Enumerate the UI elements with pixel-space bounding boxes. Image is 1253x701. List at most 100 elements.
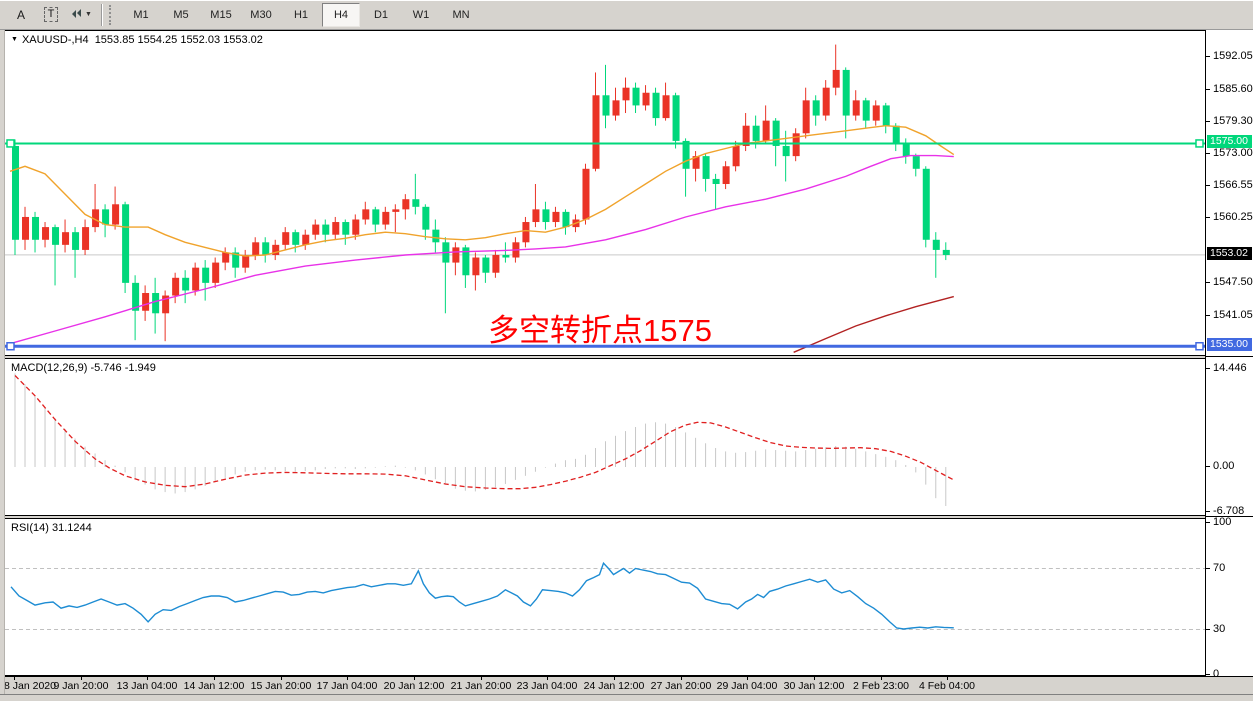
up-candle	[352, 219, 360, 235]
arrows-icon	[70, 7, 83, 23]
up-candle	[852, 100, 860, 116]
price-axis[interactable]: 1592.05 1585.60 1579.30 1573.00 1566.55 1560.…	[1205, 30, 1253, 680]
up-candle	[492, 254, 500, 273]
up-candle	[732, 145, 740, 167]
candlestick-canvas[interactable]	[5, 31, 1205, 355]
macd-canvas[interactable]	[5, 359, 1205, 515]
up-candle	[312, 224, 320, 235]
up-candle	[362, 209, 370, 220]
text-label-tool-button[interactable]: A	[7, 3, 35, 27]
down-candle	[412, 199, 420, 207]
down-candle	[422, 206, 430, 230]
date-tick	[881, 677, 882, 680]
timeframe-button-m5[interactable]: M5	[173, 8, 189, 21]
up-candle	[402, 199, 410, 210]
up-candle	[242, 254, 250, 268]
timeframe-button-d1[interactable]: D1	[373, 8, 389, 21]
up-candle	[612, 100, 620, 116]
line-endpoint-marker	[1195, 341, 1204, 351]
main-chart-pane[interactable]: ▼ XAUUSD-,H4 1553.85 1554.25 1552.03 1553…	[4, 30, 1205, 356]
chart-text-annotation[interactable]: 多空转折点1575	[488, 313, 712, 348]
down-candle	[462, 247, 470, 276]
down-candle	[862, 100, 870, 121]
down-candle	[902, 143, 910, 157]
rsi-axis-tick	[1206, 521, 1210, 523]
date-label: 23 Jan 04:00	[516, 680, 578, 692]
date-tick	[281, 677, 282, 680]
window-left-edge	[0, 30, 5, 694]
down-candle	[922, 168, 930, 240]
timeframe-button-mn[interactable]: MN	[452, 8, 470, 21]
down-candle	[482, 257, 490, 273]
price-axis-label: 1592.05	[1213, 50, 1253, 62]
window-bottom-edge	[0, 694, 1253, 701]
down-candle	[32, 216, 40, 240]
timeframe-button-m15[interactable]: M15	[210, 8, 232, 21]
rsi-label: RSI(14) 31.1244	[11, 522, 92, 534]
macd-label: MACD(12,26,9) -5.746 -1.949	[11, 362, 156, 374]
time-axis[interactable]: 8 Jan 2020 9 Jan 20:00 13 Jan 04:00 14 Jan …	[0, 676, 1253, 694]
up-candle	[642, 92, 650, 106]
up-candle	[282, 232, 290, 245]
down-candle	[702, 156, 710, 179]
up-candle	[142, 293, 150, 311]
down-candle	[932, 239, 940, 250]
date-tick	[481, 677, 482, 680]
macd-indicator-pane[interactable]: MACD(12,26,9) -5.746 -1.949	[4, 358, 1205, 516]
down-candle	[72, 232, 80, 250]
down-candle	[942, 249, 950, 255]
date-label: 29 Jan 04:00	[716, 680, 778, 692]
up-candle	[742, 125, 750, 146]
price-axis-tick	[1206, 88, 1210, 90]
rsi-canvas[interactable]	[5, 519, 1205, 675]
textbox-tool-label: T	[43, 7, 59, 22]
arrows-tool-dropdown-button[interactable]: ▼	[67, 3, 95, 27]
down-candle	[912, 156, 920, 169]
symbol-period-label: XAUUSD-,H4	[21, 34, 89, 46]
rsi-axis-label: 100	[1213, 515, 1232, 528]
timeframe-button-h1[interactable]: H1	[293, 8, 309, 21]
rsi-indicator-pane[interactable]: RSI(14) 31.1244	[4, 518, 1205, 676]
chart-dropdown-caret-icon[interactable]: ▼	[11, 36, 18, 43]
toolbar-separator	[101, 3, 102, 26]
ma-slow-magenta	[9, 154, 954, 345]
up-candle	[822, 87, 830, 116]
toolbar-grip-handle[interactable]	[109, 4, 115, 25]
up-candle	[662, 95, 670, 119]
up-candle	[222, 252, 230, 263]
down-candle	[602, 95, 610, 116]
timeframe-button-w1[interactable]: W1	[412, 8, 430, 21]
date-tick	[414, 677, 415, 680]
up-candle	[392, 209, 400, 212]
up-candle	[592, 95, 600, 169]
up-candle	[272, 244, 280, 255]
up-candle	[22, 216, 30, 240]
rsi-line	[10, 561, 954, 630]
up-candle	[452, 247, 460, 263]
pane-splitter[interactable]	[1205, 356, 1253, 357]
rsi-axis-tick	[1206, 567, 1210, 569]
up-candle	[792, 133, 800, 157]
ma-long-darkred	[793, 295, 954, 353]
up-candle	[62, 232, 70, 245]
macd-axis-label: 0.00	[1213, 460, 1235, 472]
timeframe-button-m30[interactable]: M30	[250, 8, 272, 21]
up-candle	[192, 267, 200, 291]
date-tick	[681, 677, 682, 680]
macd-axis-tick	[1206, 466, 1210, 467]
timeframe-button-h4[interactable]: H4	[322, 2, 360, 27]
price-axis-tick	[1206, 281, 1210, 283]
timeframe-button-m1[interactable]: M1	[133, 8, 149, 21]
down-candle	[202, 267, 210, 283]
down-candle	[182, 277, 190, 291]
line-endpoint-marker	[6, 341, 15, 351]
date-label: 15 Jan 20:00	[250, 680, 312, 692]
price-axis-label: 1541.05	[1213, 308, 1253, 321]
line-endpoint-marker	[1195, 139, 1204, 148]
ma-fast-orange	[9, 124, 955, 257]
up-candle	[212, 262, 220, 283]
down-candle	[682, 140, 690, 169]
pane-splitter[interactable]	[1205, 516, 1253, 517]
text-box-tool-button[interactable]: T	[37, 3, 65, 27]
up-candle	[872, 105, 880, 121]
